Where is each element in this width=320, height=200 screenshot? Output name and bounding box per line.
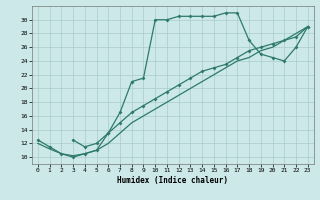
X-axis label: Humidex (Indice chaleur): Humidex (Indice chaleur) <box>117 176 228 185</box>
